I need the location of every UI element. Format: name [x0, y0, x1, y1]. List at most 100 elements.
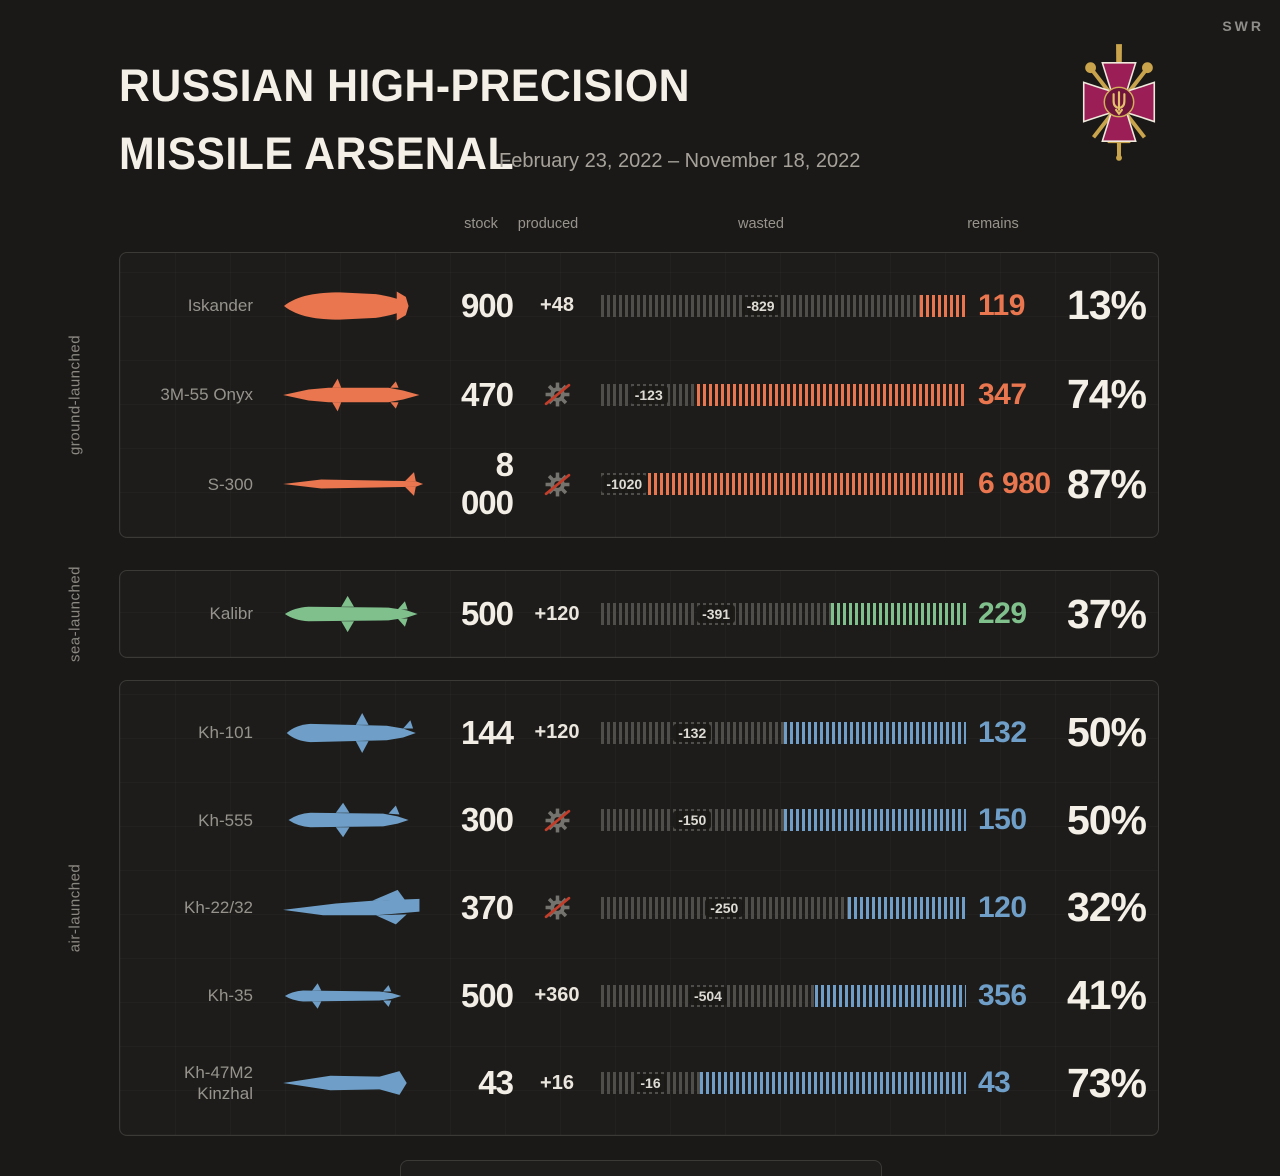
column-header-remains: remains [967, 216, 1019, 232]
missile-name: Kh-555 [198, 810, 253, 830]
wasted-value: -829 [741, 296, 780, 315]
produced-cell [513, 381, 601, 408]
wasted-value: -1020 [601, 475, 648, 494]
remains-stripes [647, 473, 966, 496]
produced-cell [513, 471, 601, 498]
s300-missile-icon [261, 464, 441, 504]
produced-cell: +120 [513, 721, 601, 744]
remains-percent: 13% [1066, 282, 1147, 329]
produced-cell: +16 [513, 1072, 601, 1095]
remains-percent: 87% [1066, 460, 1147, 507]
produced-value: +120 [534, 721, 580, 744]
usage-bar: -391 [601, 603, 966, 625]
column-header-stock: stock [464, 216, 498, 232]
stock-value: 370 [460, 888, 514, 926]
remains-stripes [847, 896, 966, 919]
kinzhal-missile-icon [261, 1063, 441, 1103]
row-onyx: 3M-55 Onyx 470 -123 347 74% [120, 350, 1158, 439]
stock-value: 470 [460, 375, 514, 413]
missile-name: S-300 [207, 474, 253, 494]
no-production-icon [544, 808, 570, 833]
missile-name: 3M-55 Onyx [160, 385, 253, 405]
remains-stripes [783, 809, 966, 832]
usage-bar: -132 [601, 721, 966, 744]
section-sea-launched: Kalibr 500 +120 -391 229 37% [119, 570, 1159, 658]
no-production-icon [544, 896, 570, 920]
produced-cell [513, 807, 601, 834]
usage-bar: -1020 [601, 473, 966, 496]
sea-rows: Kalibr 500 +120 -391 229 37% [120, 571, 1158, 657]
column-header-produced: produced [517, 216, 579, 232]
stock-value: 43 [478, 1064, 514, 1102]
remains-stripes [783, 721, 966, 744]
remains-value: 150 [978, 803, 1027, 837]
remains-stripes [920, 294, 966, 317]
produced-cell: +48 [513, 294, 601, 317]
missile-name: Kh-22/32 [184, 898, 253, 918]
missile-name: Iskander [187, 296, 253, 316]
produced-value: +120 [534, 602, 580, 625]
usage-bar: -504 [601, 984, 966, 1007]
kh555-missile-icon [261, 800, 441, 840]
remains-stripes [696, 383, 966, 406]
trident-icon [1112, 91, 1126, 116]
row-kh555: Kh-555 300 -150 150 50% [120, 777, 1158, 865]
remains-value: 120 [978, 890, 1027, 924]
no-production-icon [544, 472, 570, 497]
wasted-value: -391 [697, 605, 736, 623]
legend-cropped-box [400, 1160, 882, 1176]
onyx-missile-icon [261, 375, 441, 415]
page-title-line2: MISSILE ARSENAL [119, 128, 515, 179]
remains-value: 229 [978, 597, 1027, 630]
wasted-value: -504 [688, 986, 727, 1005]
section-label-sea-launched: sea-launched [66, 565, 84, 663]
row-kh35: Kh-35 500 +360 -504 356 41% [120, 952, 1158, 1040]
remains-percent: 37% [1066, 590, 1147, 637]
wasted-value: -16 [635, 1074, 666, 1093]
ukraine-mod-emblem [1082, 44, 1156, 161]
produced-cell: +360 [513, 984, 601, 1007]
kh2232-missile-icon [261, 888, 441, 928]
remains-value: 43 [978, 1066, 1011, 1100]
section-label-ground-launched: ground-launched [66, 334, 84, 456]
ground-rows: Iskander 900 +48 -829 119 13% 3M-55 Onyx 470 -12… [120, 253, 1158, 537]
produced-value: +16 [540, 1071, 574, 1094]
remains-value: 119 [978, 288, 1025, 322]
wasted-value: -132 [673, 723, 712, 742]
remains-value: 356 [978, 978, 1027, 1012]
remains-percent: 50% [1066, 796, 1147, 843]
stock-value: 8 000 [460, 446, 514, 522]
remains-percent: 32% [1066, 884, 1147, 931]
iskander-missile-icon [261, 286, 441, 326]
section-ground-launched: Iskander 900 +48 -829 119 13% 3M-55 Onyx 470 -12… [119, 252, 1159, 538]
remains-percent: 50% [1066, 709, 1147, 756]
usage-bar: -829 [601, 294, 966, 317]
kalibr-missile-icon [261, 594, 441, 634]
date-range-subtitle: February 23, 2022 – November 18, 2022 [499, 150, 861, 172]
page-title-line1: RUSSIAN HIGH-PRECISION [119, 60, 691, 111]
usage-bar: -16 [601, 1072, 966, 1095]
row-kinzhal: Kh-47M2 Kinzhal 43 +16 -16 43 73% [120, 1039, 1158, 1127]
produced-cell: +120 [513, 603, 601, 626]
row-kh2232: Kh-22/32 370 -250 120 32% [120, 864, 1158, 952]
row-kalibr: Kalibr 500 +120 -391 229 37% [120, 579, 1158, 649]
remains-stripes [699, 1072, 966, 1095]
stock-value: 300 [460, 801, 514, 839]
remains-percent: 73% [1066, 1059, 1147, 1106]
kh101-missile-icon [261, 713, 441, 753]
missile-name: Kh-47M2 Kinzhal [184, 1062, 253, 1104]
remains-value: 6 980 [978, 467, 1051, 501]
produced-cell [513, 894, 601, 921]
remains-stripes [831, 603, 966, 625]
swr-logo: SWR [1222, 18, 1264, 34]
remains-stripes [814, 984, 966, 1007]
wasted-value: -123 [629, 385, 668, 404]
wasted-value: -150 [673, 811, 712, 830]
stock-value: 900 [460, 286, 514, 324]
missile-name: Kh-101 [198, 723, 253, 743]
produced-value: +48 [540, 294, 574, 317]
stock-value: 500 [460, 595, 514, 632]
missile-name: Kh-35 [207, 985, 253, 1005]
produced-value: +360 [534, 984, 580, 1007]
